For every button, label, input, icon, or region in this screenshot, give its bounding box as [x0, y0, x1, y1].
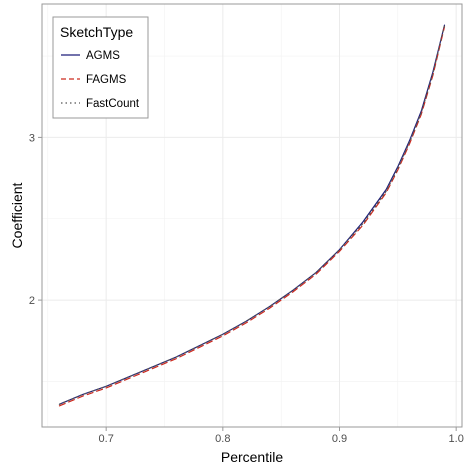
x-axis-title: Percentile	[221, 449, 283, 465]
x-tick-label: 0.9	[332, 433, 347, 445]
x-tick-label: 0.8	[215, 433, 230, 445]
legend-box	[52, 16, 149, 119]
series-line-fastcount	[58, 24, 446, 405]
axes: 0.7 0.8 0.9 1.0 2 3	[29, 132, 464, 445]
y-axis-title: Coefficient	[9, 182, 25, 248]
x-tick-label: 1.0	[449, 433, 464, 445]
y-tick-label: 3	[29, 132, 35, 144]
panel-border	[41, 3, 463, 428]
y-tick-label: 2	[29, 295, 35, 307]
x-tick-label: 0.7	[99, 433, 114, 445]
legend-label-fastcount: FastCount	[86, 98, 140, 110]
legend: SketchType AGMS FAGMS FastCount	[52, 16, 149, 119]
legend-label-fagms: FAGMS	[86, 74, 127, 86]
legend-title: SketchType	[60, 24, 133, 40]
series-lines	[58, 24, 446, 407]
series-line-fagms	[58, 26, 446, 407]
series-line-agms	[58, 24, 446, 405]
legend-items: AGMS FAGMS FastCount	[61, 50, 140, 110]
legend-label-agms: AGMS	[86, 50, 120, 62]
